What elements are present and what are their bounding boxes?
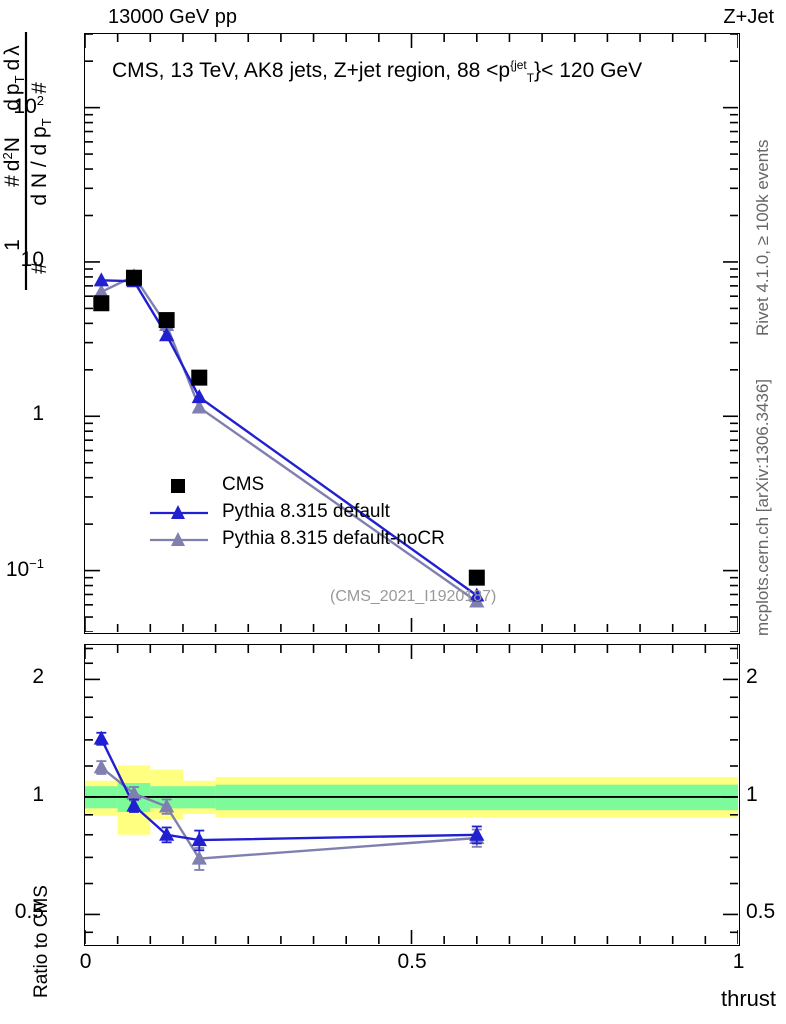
ratio-plot-panel <box>84 644 740 946</box>
main-y-tick-label: 1 <box>32 401 44 425</box>
data-marker-triangle <box>191 389 207 404</box>
data-marker-triangle <box>159 327 175 342</box>
rivet-version-text: Rivet 4.1.0, ≥ 100k events <box>753 140 772 336</box>
ratio-y-tick-label-right: 1 <box>746 782 758 806</box>
data-marker-triangle <box>159 826 175 841</box>
x-tick-label: 0 <box>79 950 92 973</box>
data-marker-triangle <box>159 798 175 813</box>
x-axis-title: thrust <box>720 986 776 1011</box>
data-marker-triangle <box>469 826 485 841</box>
y-axis-title: #d2N 1 dpTdλ d N / d pT # # <box>0 0 786 300</box>
svg-text:#d2N: #d2N <box>0 137 24 187</box>
data-marker-triangle <box>93 272 109 287</box>
legend-marker-square-icon <box>150 472 212 499</box>
svg-text:d N / d pT: d N / d pT <box>28 118 52 205</box>
legend-marker-triangle-nocr-icon <box>150 526 212 553</box>
data-marker-triangle <box>191 832 207 847</box>
ratio-y-tick-label: 1 <box>32 782 44 806</box>
y-axis-title-svg: #d2N 1 dpTdλ d N / d pT # # <box>0 32 52 290</box>
process-label: Z+Jet <box>723 6 774 28</box>
svg-text:#: # <box>28 262 51 274</box>
data-marker-triangle <box>469 587 485 602</box>
ratio-y-axis-title: Ratio to CMS <box>28 840 54 1000</box>
data-marker-square <box>158 312 175 329</box>
x-tick-label: 0.5 <box>397 950 427 973</box>
ratio-y-tick-label: 2 <box>32 665 44 688</box>
data-marker-triangle <box>191 850 207 865</box>
ratio-y-tick-label-right: 0.5 <box>746 900 776 924</box>
data-marker-triangle <box>191 399 207 414</box>
data-marker-triangle <box>126 785 142 800</box>
ratio-y-tick-label-right: 2 <box>746 665 758 688</box>
data-marker-square <box>125 269 142 286</box>
legend-label-0: CMS <box>222 474 265 495</box>
data-marker-triangle <box>93 759 109 774</box>
analysis-id-watermark: (CMS_2021_I1920187) <box>330 588 497 605</box>
ratio-y-axis-title-text: Ratio to CMS <box>31 885 52 998</box>
svg-text:#: # <box>28 82 51 94</box>
main-y-tick-label: 10−1 <box>5 556 44 582</box>
beam-energy-label: 13000 GeV pp <box>108 6 237 28</box>
ratio-plot-canvas <box>85 645 738 944</box>
data-marker-triangle <box>93 730 109 745</box>
plot-title-tail: }< 120 GeV <box>534 59 643 82</box>
plot-title-sub: T <box>526 71 535 86</box>
ratio-y-tick-label: 0.5 <box>14 900 44 924</box>
x-tick-label: 1 <box>732 950 745 973</box>
mcplots-credit-label: mcplots.cern.ch [arXiv:1306.3436] <box>748 340 774 640</box>
rivet-version-label: Rivet 4.1.0, ≥ 100k events <box>748 40 774 340</box>
legend-marker-triangle-icon <box>150 499 212 526</box>
data-marker-triangle <box>126 797 142 812</box>
main-y-tick-label: 10 <box>20 247 44 271</box>
data-marker-square <box>191 369 208 386</box>
plot-title-head: CMS, 13 TeV, AK8 jets, Z+jet region, 88 … <box>112 59 511 82</box>
plot-title: CMS, 13 TeV, AK8 jets, Z+jet region, 88 … <box>112 58 642 85</box>
main-y-tick-label: 102 <box>13 93 44 119</box>
legend-label-2: Pythia 8.315 default-noCR <box>222 528 445 549</box>
data-marker-square <box>93 295 110 312</box>
main-plot-canvas <box>85 34 738 632</box>
plot-title-sup: {jet <box>510 58 527 72</box>
svg-text:dpTdλ: dpTdλ <box>1 45 27 111</box>
main-plot-panel <box>84 33 740 634</box>
legend-label-1: Pythia 8.315 default <box>222 501 390 522</box>
mcplots-credit-text: mcplots.cern.ch [arXiv:1306.3436] <box>753 379 772 636</box>
data-marker-square <box>468 569 485 586</box>
svg-text:1: 1 <box>1 239 24 251</box>
data-marker-triangle <box>93 283 109 298</box>
